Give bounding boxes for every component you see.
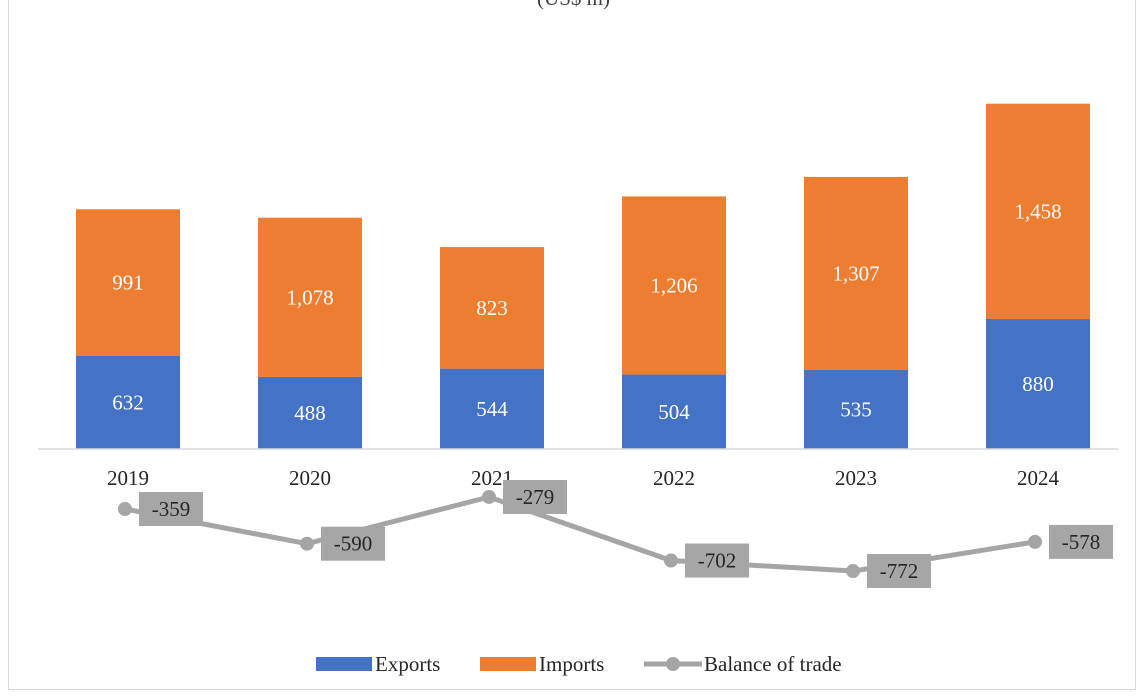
x-tick-labels: 2019 2020 2021 2022 2023 2024 [107, 466, 1060, 490]
balance-marker [300, 536, 314, 551]
exports-bar-2024 [986, 319, 1090, 449]
imports-value-label: 823 [476, 296, 508, 320]
legend-exports-label: Exports [375, 652, 440, 676]
balance-value-label: -279 [516, 485, 555, 509]
x-tick-label: 2020 [289, 466, 331, 490]
balance-marker [1028, 534, 1042, 549]
x-tick-label: 2022 [653, 466, 695, 490]
balance-label-box [867, 554, 931, 589]
imports-bar-2021 [440, 247, 544, 369]
imports-bar-2023 [804, 176, 908, 370]
chart-frame [8, 0, 1136, 690]
x-tick-label: 2023 [835, 466, 877, 490]
exports-bar-2023 [804, 369, 908, 449]
legend-balance-label: Balance of trade [704, 652, 842, 676]
legend-exports-swatch [316, 657, 372, 671]
exports-value-label: 504 [658, 400, 690, 424]
balance-label-box [139, 492, 203, 526]
chart-title: (US$ m) [0, 0, 1147, 11]
balance-value-label: -359 [152, 497, 191, 521]
exports-value-label: 488 [294, 401, 326, 425]
imports-value-label: 1,307 [832, 261, 879, 285]
imports-value-label: 991 [112, 270, 144, 294]
balance-marker [664, 553, 678, 568]
balance-line-layer: -359 -590 -279 -702 -772 -578 [118, 479, 1113, 589]
exports-bar-2020 [258, 376, 362, 449]
legend-imports-label: Imports [539, 652, 604, 676]
x-tick-label: 2019 [107, 466, 149, 490]
imports-value-label: 1,458 [1014, 199, 1061, 223]
legend-balance-marker [666, 657, 680, 671]
x-tick-label: 2024 [1017, 466, 1060, 490]
exports-value-label: 880 [1022, 372, 1054, 396]
balance-marker [482, 489, 496, 504]
exports-value-label: 632 [112, 390, 144, 414]
bars-layer: 632 991 488 1,078 544 823 504 1,206 535 1,307 880 1… [76, 103, 1090, 449]
balance-label-box [685, 543, 749, 578]
balance-value-label: -772 [880, 559, 919, 583]
imports-bar-2019 [76, 209, 180, 356]
exports-bar-2019 [76, 355, 180, 449]
balance-value-label: -702 [698, 549, 737, 573]
exports-value-label: 535 [840, 397, 872, 421]
exports-bar-2021 [440, 368, 544, 449]
imports-value-label: 1,078 [286, 285, 333, 309]
imports-bar-2020 [258, 217, 362, 377]
balance-value-label: -590 [334, 532, 373, 556]
imports-value-label: 1,206 [650, 273, 697, 297]
balance-label-box [1049, 524, 1113, 559]
balance-label-box [321, 526, 385, 561]
exports-bar-2022 [622, 374, 726, 449]
balance-marker [846, 564, 860, 579]
legend: Exports Imports Balance of trade [316, 652, 842, 676]
imports-bar-2024 [986, 103, 1090, 320]
balance-value-label: -578 [1062, 530, 1101, 554]
imports-bar-2022 [622, 196, 726, 375]
balance-label-box [503, 479, 567, 514]
balance-marker [118, 502, 132, 516]
legend-imports-swatch [480, 657, 536, 671]
exports-value-label: 544 [476, 397, 508, 421]
